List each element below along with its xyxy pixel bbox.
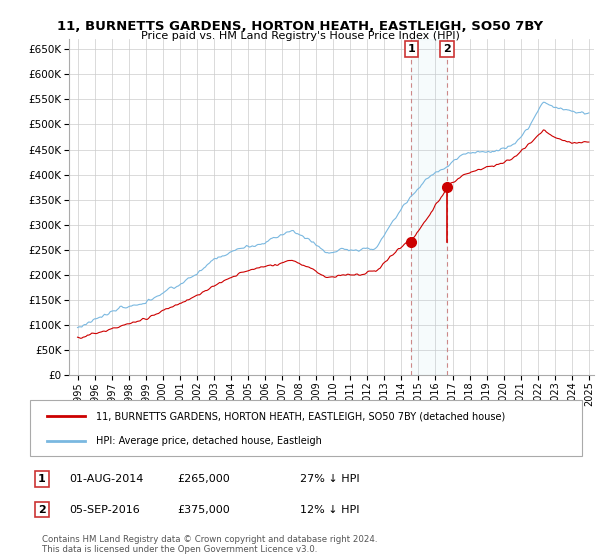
Text: 01-AUG-2014: 01-AUG-2014 — [69, 474, 143, 484]
Text: 2: 2 — [38, 505, 46, 515]
Text: 05-SEP-2016: 05-SEP-2016 — [69, 505, 140, 515]
Text: 1: 1 — [407, 44, 415, 54]
Text: 27% ↓ HPI: 27% ↓ HPI — [300, 474, 359, 484]
Text: £375,000: £375,000 — [177, 505, 230, 515]
Text: HPI: Average price, detached house, Eastleigh: HPI: Average price, detached house, East… — [96, 436, 322, 446]
Text: 11, BURNETTS GARDENS, HORTON HEATH, EASTLEIGH, SO50 7BY: 11, BURNETTS GARDENS, HORTON HEATH, EAST… — [57, 20, 543, 32]
Text: 11, BURNETTS GARDENS, HORTON HEATH, EASTLEIGH, SO50 7BY (detached house): 11, BURNETTS GARDENS, HORTON HEATH, EAST… — [96, 411, 505, 421]
Text: Price paid vs. HM Land Registry's House Price Index (HPI): Price paid vs. HM Land Registry's House … — [140, 31, 460, 41]
Text: 1: 1 — [38, 474, 46, 484]
FancyBboxPatch shape — [30, 400, 582, 456]
Text: Contains HM Land Registry data © Crown copyright and database right 2024.
This d: Contains HM Land Registry data © Crown c… — [42, 535, 377, 554]
Bar — [412, 39, 447, 375]
Text: 2: 2 — [443, 44, 451, 54]
Text: £265,000: £265,000 — [177, 474, 230, 484]
Text: 12% ↓ HPI: 12% ↓ HPI — [300, 505, 359, 515]
